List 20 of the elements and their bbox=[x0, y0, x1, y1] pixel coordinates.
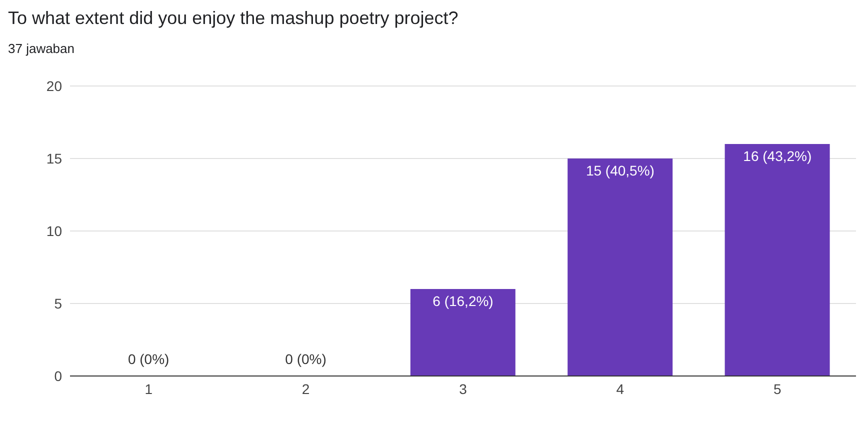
data-label: 6 (16,2%) bbox=[432, 293, 494, 309]
bar bbox=[724, 144, 830, 376]
y-tick-label: 15 bbox=[46, 150, 62, 166]
x-tick-label: 3 bbox=[459, 380, 468, 397]
y-tick-label: 10 bbox=[46, 222, 62, 239]
x-tick-label: 4 bbox=[616, 380, 624, 397]
data-label: 16 (43,2%) bbox=[743, 148, 812, 164]
bar bbox=[568, 158, 673, 376]
x-tick-label: 2 bbox=[302, 380, 310, 397]
data-label: 15 (40,5%) bbox=[586, 162, 654, 178]
x-tick-label: 1 bbox=[144, 380, 153, 397]
chart-subtitle: 37 jawaban bbox=[8, 41, 76, 56]
y-tick-label: 0 bbox=[54, 368, 62, 384]
bar bbox=[410, 289, 516, 376]
y-tick-label: 20 bbox=[46, 78, 62, 94]
data-label: 0 (0%) bbox=[128, 351, 170, 367]
x-tick-label: 5 bbox=[774, 380, 782, 397]
data-label: 0 (0%) bbox=[285, 351, 326, 367]
y-tick-label: 5 bbox=[54, 295, 62, 312]
chart-title: To what extent did you enjoy the mashup poetry project? bbox=[8, 8, 460, 29]
